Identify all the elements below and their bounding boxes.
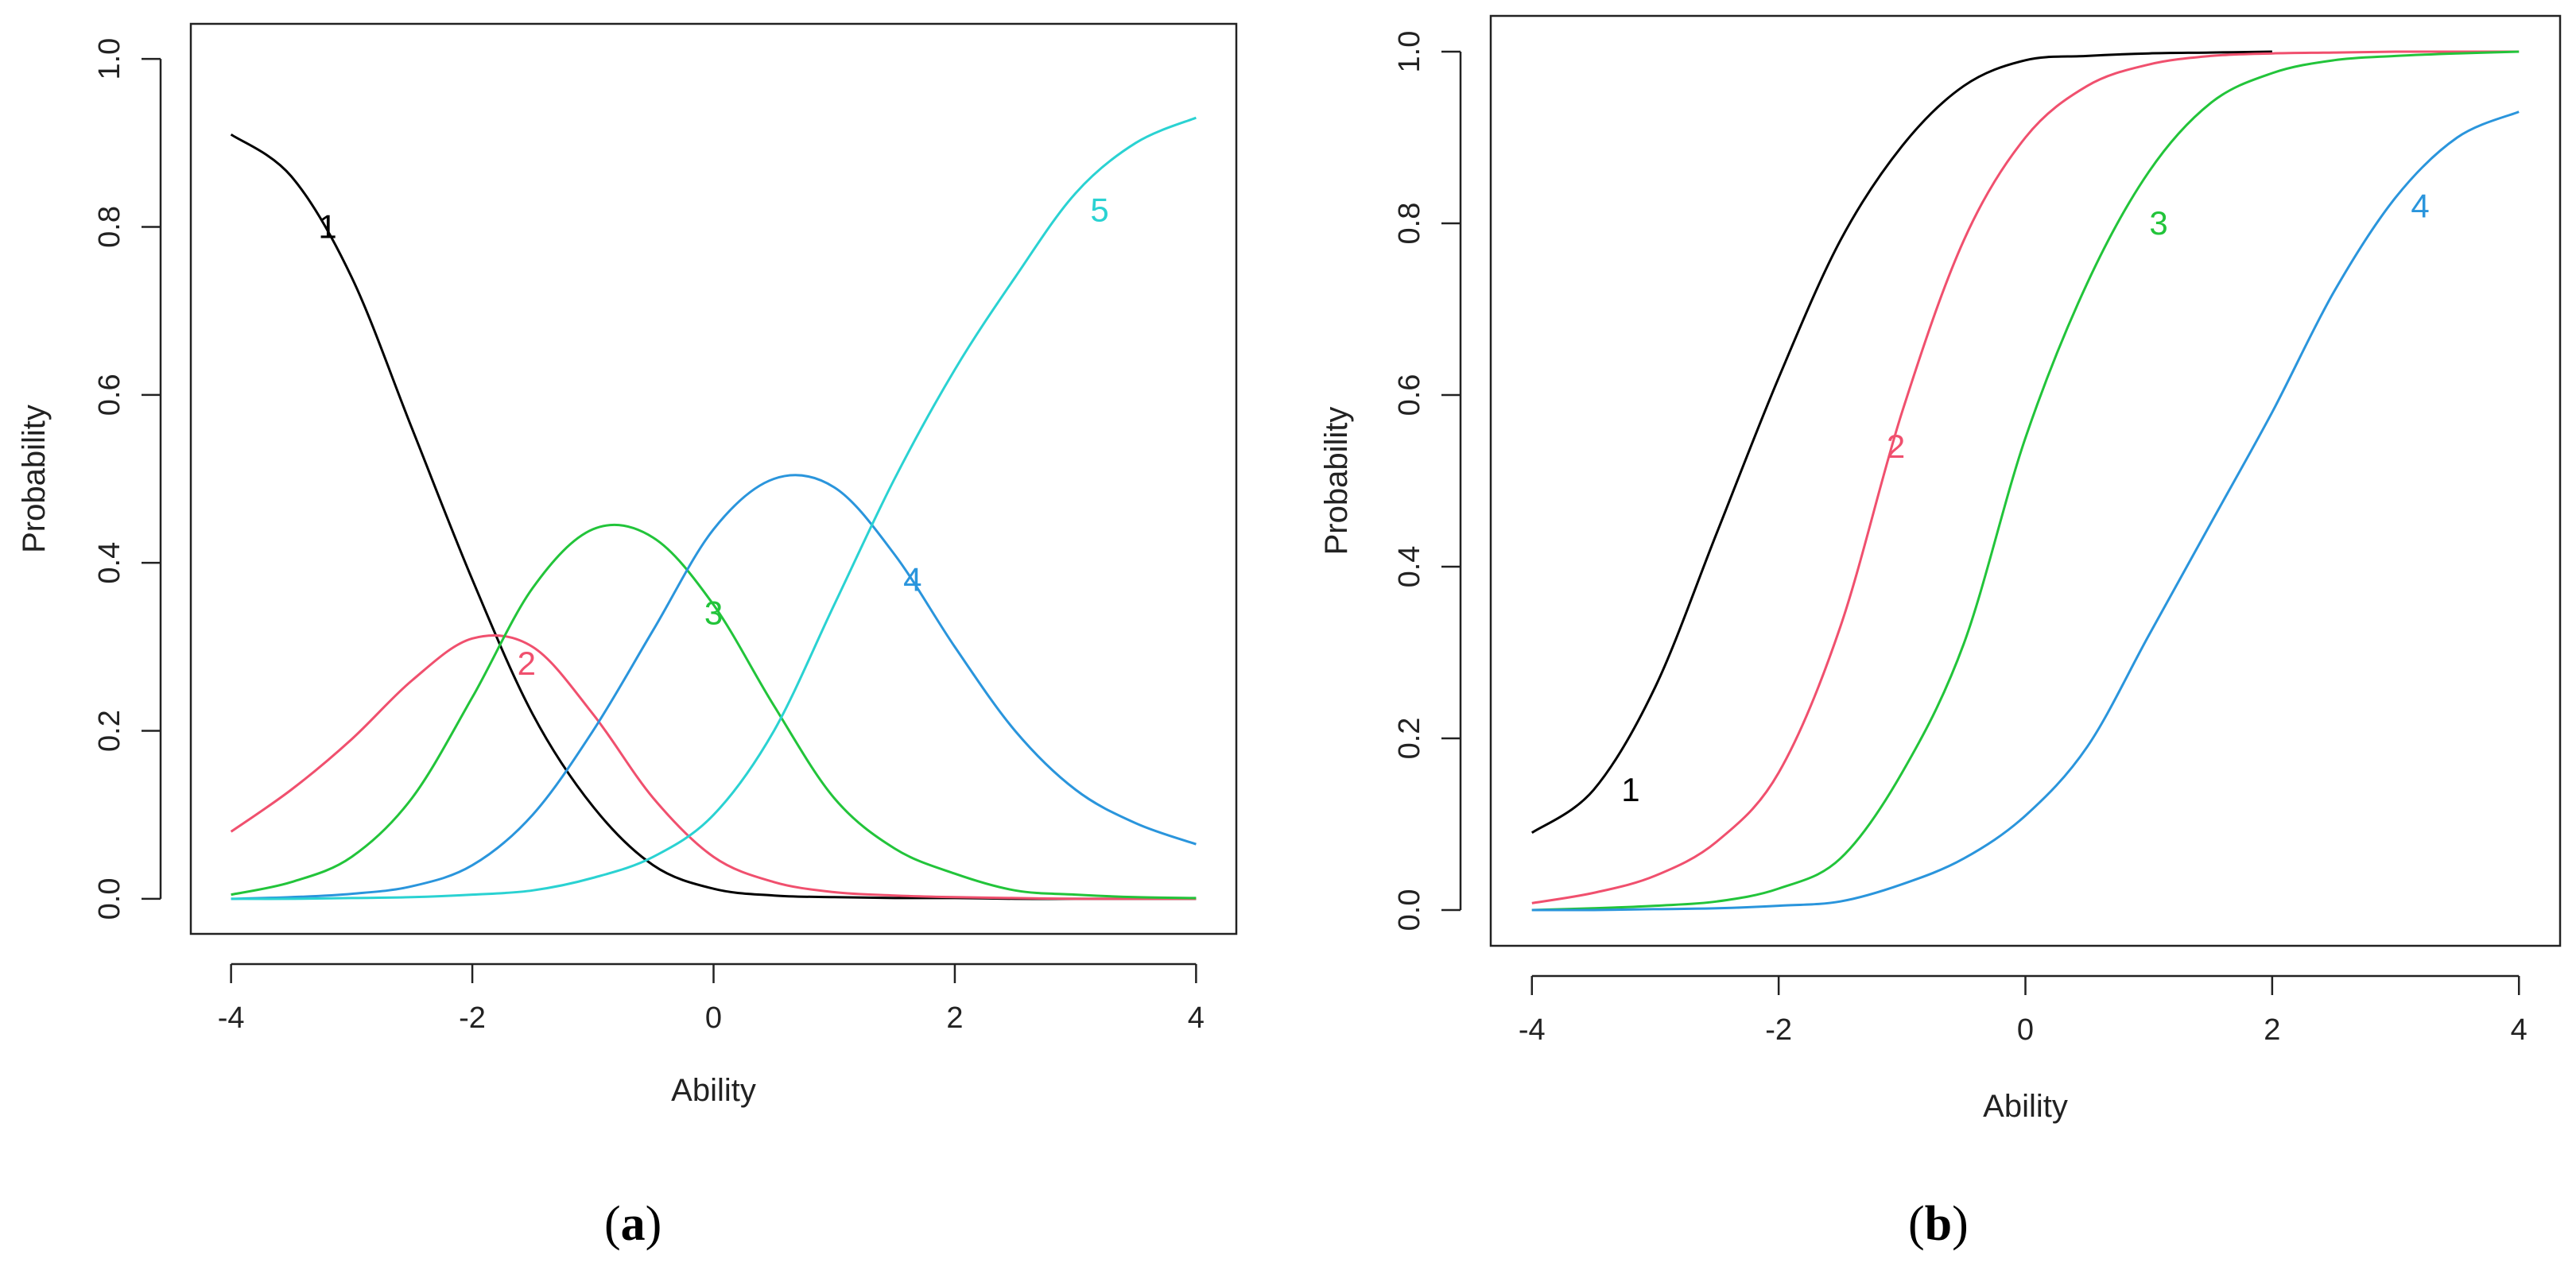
panel-a-y-axis-title: Probability	[17, 405, 52, 553]
panel-a-x-tick-label-4: 4	[1188, 1001, 1205, 1035]
panel-caption-a: (a)	[604, 1197, 662, 1251]
panel-a-x-tick-label-1: -2	[459, 1001, 486, 1035]
panel-a-series-5-line	[231, 116, 1197, 900]
panel-a-plot-frame	[189, 22, 1238, 935]
panel-b-y-tick-label-0: 0.0	[1393, 889, 1426, 931]
panel-b-series-2-line	[1531, 50, 2520, 904]
panel-a-y-tick-label-5: 1.0	[93, 38, 126, 80]
panel-b-y-tick-label-2: 0.4	[1393, 546, 1426, 588]
panel-b-series-2-label: 2	[1887, 428, 1905, 465]
panel-a-series-3-label: 3	[704, 595, 723, 632]
panel-b-x-axis-title: Ability	[1983, 1089, 2068, 1124]
panel-a-y-tick-label-4: 0.8	[93, 206, 126, 248]
panel-b-y-axis-title: Probability	[1319, 407, 1354, 556]
panel-b-y-tick-label-4: 0.8	[1393, 203, 1426, 245]
panel-a-series-1-line	[230, 133, 1197, 900]
panel-b-y-tick-label-3: 0.6	[1393, 374, 1426, 416]
panel-a-series-4-line	[231, 474, 1197, 900]
panel-a-y-tick-label-2: 0.4	[93, 542, 126, 584]
panel-a-x-tick-label-0: -4	[218, 1001, 245, 1035]
panel-caption-b: (b)	[1908, 1197, 1969, 1251]
panel-a-x-tick-label-3: 2	[946, 1001, 963, 1035]
panel-b-series-3-label: 3	[2149, 204, 2167, 242]
panel-a-y-tick-label-1: 0.2	[93, 710, 126, 752]
panel-b-series-1-line	[1530, 50, 2272, 835]
panel-a-y-tick-label-3: 0.6	[93, 374, 126, 416]
panel-b-x-tick-label-2: 0	[2017, 1013, 2034, 1047]
panel-a-x-tick-label-2: 0	[705, 1001, 722, 1035]
panel-a-series-5-label: 5	[1090, 191, 1108, 228]
panel-b-series-3-line	[1531, 50, 2520, 912]
panel-b-x-tick-label-0: -4	[1519, 1013, 1546, 1047]
panel-b-x-tick-label-3: 2	[2264, 1013, 2280, 1047]
panel-a-series-1-label: 1	[318, 207, 336, 245]
panel-b-series-4-label: 4	[2411, 187, 2429, 224]
panel-b-x-tick-label-4: 4	[2511, 1013, 2528, 1047]
panel-a-series-4-label: 4	[903, 560, 921, 598]
panel-b-x-tick-label-1: -2	[1765, 1013, 1792, 1047]
panel-a-x-axis-title: Ability	[671, 1073, 756, 1108]
panel-b-y-tick-label-5: 1.0	[1393, 31, 1426, 73]
panel-b-series-4-line	[1531, 110, 2520, 912]
panel-a-series-3-line	[231, 523, 1197, 900]
panel-b-series-1-label: 1	[1621, 771, 1639, 808]
panel-a-series-2-line	[230, 633, 1197, 900]
panel-b-y-tick-label-1: 0.2	[1393, 718, 1426, 760]
panel-b-plot-frame	[1489, 14, 2562, 947]
panel-a-y-tick-label-0: 0.0	[93, 878, 126, 920]
panel-a-series-2-label: 2	[518, 645, 536, 682]
